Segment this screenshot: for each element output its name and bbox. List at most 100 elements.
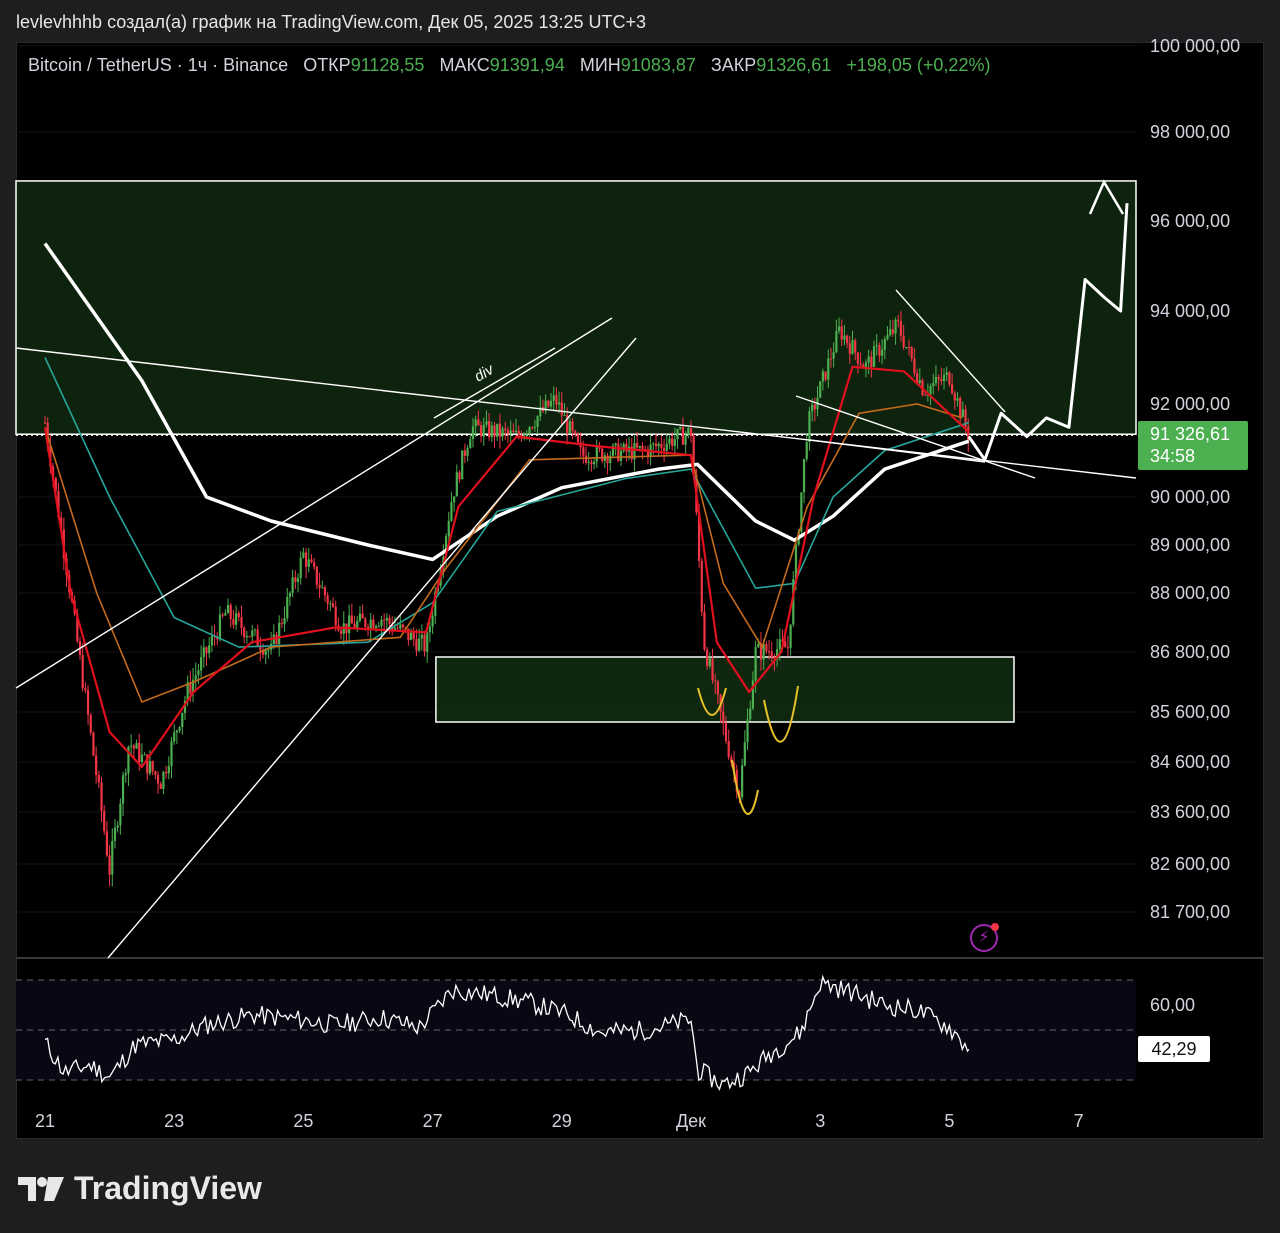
candle-body bbox=[614, 443, 617, 446]
candle-body bbox=[278, 622, 281, 645]
candle-body bbox=[765, 644, 768, 652]
candle-body bbox=[194, 675, 197, 680]
candle-body bbox=[81, 655, 84, 689]
price-tick-label: 96 000,00 bbox=[1150, 211, 1230, 231]
price-tick-label: 89 000,00 bbox=[1150, 535, 1230, 555]
candle-body bbox=[741, 765, 744, 798]
price-tick-label: 81 700,00 bbox=[1150, 902, 1230, 922]
candle-body bbox=[124, 773, 127, 776]
forecast-arrow-head bbox=[1088, 179, 1125, 215]
open-value: 91128,55 bbox=[350, 55, 425, 75]
candle-body bbox=[525, 433, 528, 435]
candle-body bbox=[684, 434, 687, 445]
candle-body bbox=[692, 436, 695, 475]
candle-body bbox=[183, 700, 187, 713]
candle-body bbox=[105, 831, 109, 856]
candle-body bbox=[902, 335, 905, 348]
trend-line bbox=[107, 337, 637, 959]
candle-body bbox=[859, 363, 862, 365]
candle-body bbox=[784, 641, 787, 648]
time-tick-label: 29 bbox=[552, 1111, 572, 1131]
candle-body bbox=[897, 319, 900, 322]
candle-body bbox=[886, 335, 889, 340]
candle-body bbox=[396, 627, 399, 629]
candle-body bbox=[657, 443, 660, 447]
candle-body bbox=[652, 443, 655, 445]
time-tick-label: 7 bbox=[1074, 1111, 1084, 1131]
candle-body bbox=[654, 443, 658, 447]
candle-body bbox=[43, 422, 47, 424]
candle-body bbox=[501, 428, 504, 437]
candle-body bbox=[934, 376, 938, 384]
candle-body bbox=[770, 651, 773, 658]
candle-body bbox=[611, 445, 615, 456]
price-tick-label: 82 600,00 bbox=[1150, 854, 1230, 874]
candle-body bbox=[471, 426, 475, 440]
candle-body bbox=[191, 679, 195, 694]
candle-body bbox=[907, 346, 911, 348]
candle-body bbox=[563, 415, 566, 417]
candle-body bbox=[727, 740, 730, 758]
candle-body bbox=[326, 595, 329, 604]
candle-body bbox=[280, 622, 283, 624]
candle-body bbox=[488, 421, 491, 438]
candle-body bbox=[800, 492, 803, 532]
candle-body bbox=[248, 636, 251, 638]
candle-body bbox=[496, 423, 499, 437]
candle-body bbox=[127, 746, 130, 774]
candle-body bbox=[899, 321, 903, 336]
candle-body bbox=[84, 688, 87, 691]
candle-body bbox=[189, 682, 192, 694]
candle-body bbox=[568, 421, 571, 433]
time-tick-label: Дек bbox=[676, 1111, 706, 1131]
candle-body bbox=[364, 618, 367, 627]
candle-body bbox=[485, 421, 488, 425]
rsi-tick-label: 60,00 bbox=[1150, 995, 1195, 1015]
candle-body bbox=[200, 657, 203, 671]
candle-body bbox=[687, 428, 690, 435]
candle-body bbox=[821, 371, 824, 382]
close-label: ЗАКР bbox=[710, 55, 757, 75]
candle-body bbox=[286, 596, 289, 619]
candle-body bbox=[92, 732, 95, 756]
time-tick-label: 21 bbox=[35, 1111, 55, 1131]
candle-body bbox=[331, 603, 335, 607]
candle-body bbox=[299, 557, 302, 579]
candle-body bbox=[875, 345, 878, 347]
candle-body bbox=[113, 827, 117, 841]
candle-body bbox=[646, 449, 650, 457]
candle-body bbox=[773, 657, 776, 660]
candle-body bbox=[566, 415, 569, 433]
candle-body bbox=[291, 577, 294, 593]
candle-body bbox=[218, 614, 222, 640]
candle-body bbox=[961, 409, 964, 417]
symbol-label[interactable]: Bitcoin / TetherUS · 1ч · Binance bbox=[28, 55, 289, 75]
candle-body bbox=[393, 627, 397, 631]
trend-line bbox=[15, 317, 613, 689]
candle-body bbox=[232, 619, 235, 625]
candle-body bbox=[633, 442, 636, 460]
candle-body bbox=[574, 430, 577, 435]
candle-body bbox=[878, 345, 881, 356]
candle-body bbox=[318, 584, 321, 588]
logo-text: TradingView bbox=[74, 1170, 262, 1206]
candle-body bbox=[792, 579, 795, 625]
candle-body bbox=[259, 646, 262, 651]
candle-body bbox=[348, 615, 351, 634]
candle-body bbox=[905, 346, 908, 348]
candle-body bbox=[776, 649, 779, 660]
candle-body bbox=[334, 606, 337, 626]
rsi-value-tag: 42,29 bbox=[1138, 1036, 1210, 1062]
candle-body bbox=[767, 651, 771, 653]
candle-body bbox=[181, 712, 184, 728]
candle-body bbox=[671, 438, 674, 447]
candle-body bbox=[479, 425, 483, 437]
candle-body bbox=[434, 591, 437, 616]
candle-body bbox=[197, 670, 200, 676]
candle-body bbox=[539, 407, 542, 417]
candle-body bbox=[533, 426, 536, 428]
candle-body bbox=[428, 626, 432, 633]
candle-body bbox=[881, 349, 884, 356]
bolt-icon[interactable]: ⚡ bbox=[970, 924, 998, 952]
